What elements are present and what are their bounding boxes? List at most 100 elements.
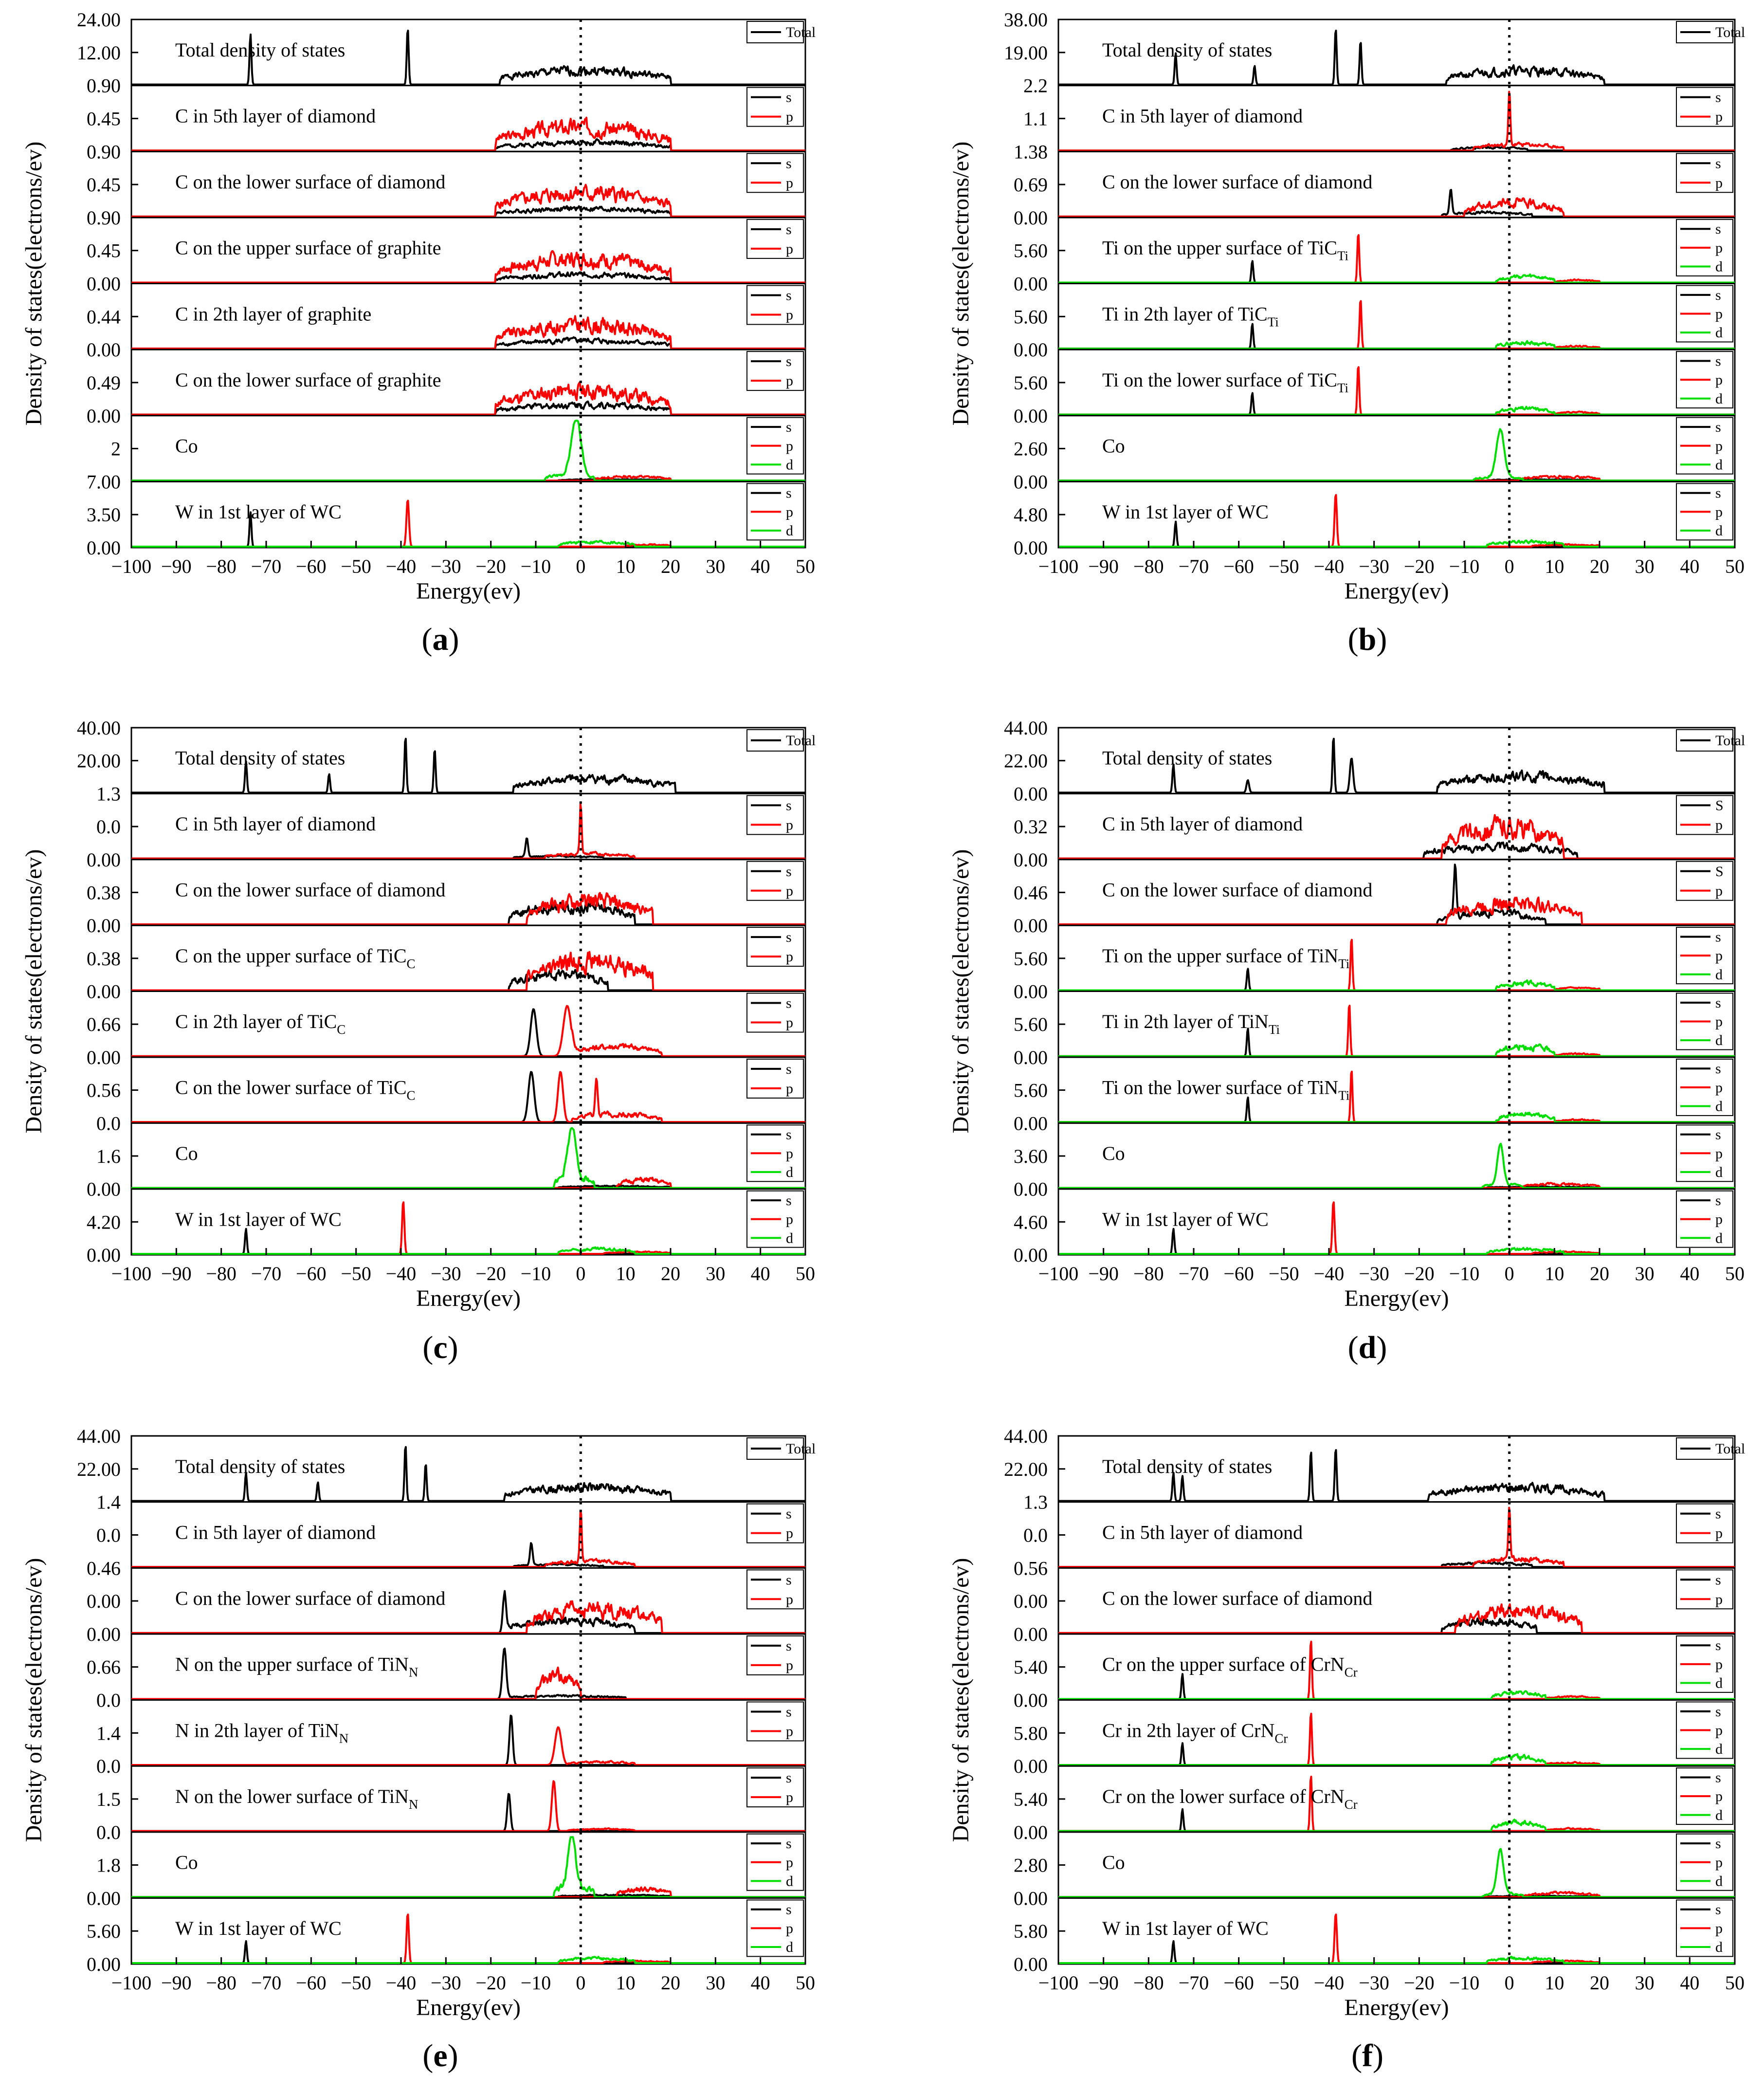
subplot: 0.00 0.32 C in 5th layer of diamond Sp (1014, 783, 1736, 861)
y-tick-label: 0.38 (87, 882, 121, 903)
subplot-label: N on the lower surface of TiNN (175, 1785, 418, 1812)
legend: spd (746, 1190, 804, 1248)
legend-label: s (786, 221, 792, 238)
y-tick-label: 0.0 (96, 1524, 121, 1546)
x-tick-label: −50 (1269, 1263, 1299, 1285)
legend: spd (1676, 1190, 1733, 1248)
subplot-label: W in 1st layer of WC (175, 1208, 342, 1230)
x-tick-label: −20 (475, 1263, 506, 1285)
legend: spd (746, 417, 804, 475)
dos-line-p (1058, 814, 1735, 860)
x-tick-label: −20 (1404, 1972, 1435, 1994)
subplot: 0.00 5.60 Ti in 2th layer of TiNTi spd (1014, 981, 1736, 1058)
subplot: 0.00 0.46 C on the lower surface of diamon… (1014, 849, 1736, 926)
panel-c: 40.00 20.00 Total density of states Total 1.… (21, 717, 816, 1365)
x-tick-label: 20 (1590, 1972, 1609, 1994)
legend: spd (1676, 992, 1733, 1050)
y-tick-label: 0.00 (1014, 915, 1048, 937)
legend-label: p (1715, 1656, 1723, 1672)
x-tick-label: −70 (1179, 1263, 1209, 1285)
y-axis-title: Density of states(electrons/ev) (948, 849, 974, 1134)
x-tick-label: 0 (1505, 1972, 1514, 1994)
panel-label: (b) (1348, 622, 1387, 657)
x-tick-label: −80 (206, 1263, 236, 1285)
subplot-label: C on the upper surface of graphite (175, 237, 441, 259)
x-tick-label: 10 (616, 555, 636, 577)
legend-label: s (1715, 1637, 1721, 1653)
legend-label: p (786, 1724, 793, 1740)
subplot: 0.00 5.60 Ti on the lower surface of TiNTi… (1014, 1047, 1736, 1124)
dos-line-p (131, 1780, 806, 1832)
y-tick-label: 0.00 (1014, 1623, 1048, 1645)
legend-label: d (786, 1230, 793, 1246)
x-tick-label: −90 (161, 1263, 192, 1285)
x-axis-title: Energy(ev) (416, 1286, 521, 1311)
dos-line-d (1058, 1247, 1735, 1255)
x-tick-label: −70 (1179, 555, 1209, 577)
legend-box (1676, 153, 1733, 193)
subplot: 0.00 2.80 Co spd (1014, 1821, 1736, 1899)
subplot-label: W in 1st layer of WC (175, 501, 342, 523)
dos-line-s (131, 900, 806, 926)
y-tick-label: 1.8 (96, 1855, 121, 1876)
dos-line-p (1058, 896, 1735, 926)
legend-label: p (1715, 109, 1723, 125)
legend-box (1676, 1503, 1733, 1543)
subplot: 44.00 22.00 Total density of states Total (1004, 1425, 1745, 1503)
x-tick-label: −50 (1269, 1972, 1299, 1994)
legend-label: p (1715, 1080, 1723, 1096)
dos-line-d (1058, 1955, 1735, 1964)
y-tick-label: 0.00 (87, 981, 121, 1003)
dos-line-d (1058, 539, 1735, 548)
y-tick-label: 40.00 (77, 717, 121, 739)
y-tick-label: 4.20 (87, 1211, 121, 1233)
subplot-label: W in 1st layer of WC (1102, 501, 1269, 523)
legend-label: d (1715, 325, 1723, 341)
x-tick-label: 40 (1680, 1263, 1699, 1285)
subplot: 0.90 0.45 C on the lower surface of diamon… (87, 141, 806, 219)
legend-label: Total (1715, 733, 1745, 749)
legend-box (1676, 1569, 1733, 1610)
x-tick-label: 50 (1725, 1263, 1745, 1285)
legend-label: p (1715, 1014, 1723, 1030)
y-tick-label: 0.00 (87, 1953, 121, 1975)
legend: sp (1676, 1503, 1733, 1543)
x-tick-label: −80 (206, 555, 236, 577)
legend: sp (746, 1058, 804, 1099)
dos-line-d (1058, 1043, 1735, 1057)
y-tick-label: 22.00 (1004, 1458, 1048, 1480)
subplot-label: Total density of states (1102, 1455, 1272, 1477)
x-tick-label: −30 (431, 1263, 461, 1285)
legend-label: s (786, 155, 792, 171)
legend-label: p (786, 1212, 793, 1228)
x-tick-label: −20 (475, 555, 506, 577)
y-tick-label: 0.00 (87, 1244, 121, 1266)
dos-line-d (1058, 1111, 1735, 1123)
x-tick-label: −70 (1179, 1972, 1209, 1994)
dos-line-p (131, 381, 806, 416)
y-tick-label: 0.00 (1014, 1178, 1048, 1200)
legend-label: d (786, 1164, 793, 1180)
subplot-label: W in 1st layer of WC (1102, 1917, 1269, 1939)
x-tick-label: −80 (206, 1972, 236, 1994)
legend: Sp (1676, 861, 1733, 901)
legend-label: s (1715, 1506, 1721, 1522)
dos-line-s (131, 1228, 806, 1255)
legend-label: s (786, 1704, 792, 1720)
legend-label: p (1715, 175, 1723, 191)
legend-label: p (1715, 1855, 1723, 1871)
dos-line-s (131, 969, 806, 992)
x-tick-label: 20 (661, 1263, 680, 1285)
x-tick-label: −100 (111, 1263, 152, 1285)
x-tick-label: 50 (796, 1972, 815, 1994)
dos-line-s (131, 138, 806, 152)
legend-box (746, 153, 804, 193)
dos-line-p (131, 315, 806, 350)
x-tick-label: −100 (1038, 1263, 1079, 1285)
subplot-label: Co (175, 1852, 198, 1874)
subplot-label: Co (1102, 435, 1125, 457)
x-tick-label: −50 (1269, 555, 1299, 577)
y-tick-label: 1.3 (1023, 1491, 1048, 1513)
x-axis-title: Energy(ev) (416, 1995, 521, 2021)
subplot-label: Ti on the upper surface of TiNTi (1102, 945, 1349, 971)
